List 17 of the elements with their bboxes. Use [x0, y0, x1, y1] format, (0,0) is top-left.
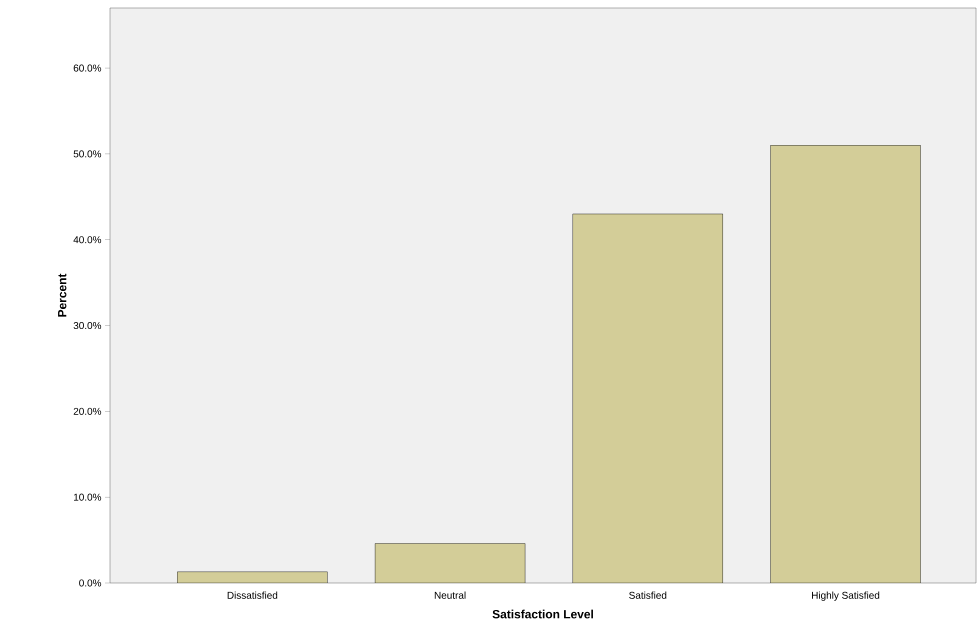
- y-tick-label: 0.0%: [79, 579, 102, 587]
- y-tick-label: 40.0%: [73, 236, 102, 244]
- y-axis-title: Percent: [58, 274, 66, 317]
- x-tick-label: Dissatisfied: [228, 592, 278, 599]
- bar: [572, 214, 723, 583]
- y-tick-label: 60.0%: [74, 64, 102, 72]
- x-tick-label: Satisfied: [629, 592, 666, 599]
- y-tick-label: 30.0%: [74, 322, 102, 330]
- x-axis-title: Satisfaction Level: [492, 610, 593, 618]
- y-tick-label: 10.0%: [74, 494, 102, 501]
- bar: [374, 543, 526, 583]
- x-tick-label: Neutral: [434, 592, 466, 599]
- bar: [770, 145, 921, 583]
- y-tick-label: 20.0%: [74, 408, 102, 415]
- bar: [177, 572, 328, 583]
- y-tick-label: 50.0%: [74, 150, 102, 158]
- x-tick-label: Highly Satisfied: [812, 592, 880, 601]
